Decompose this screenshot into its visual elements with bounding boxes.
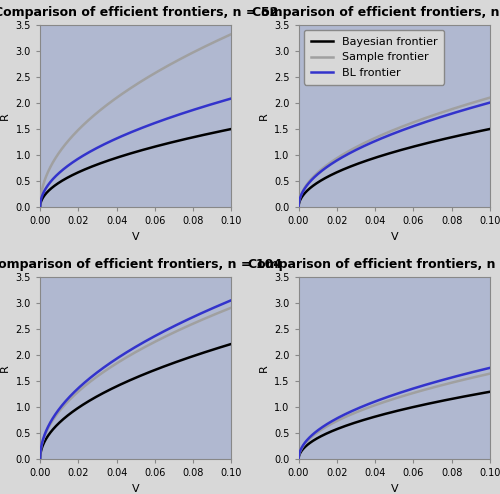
X-axis label: V: V: [132, 484, 140, 494]
Title: Comparison of efficient frontiers, n = 130: Comparison of efficient frontiers, n = 1…: [248, 258, 500, 271]
Title: Comparison of efficient frontiers, n = 52: Comparison of efficient frontiers, n = 5…: [0, 6, 278, 19]
Y-axis label: R: R: [258, 112, 268, 120]
Legend: Bayesian frontier, Sample frontier, BL frontier: Bayesian frontier, Sample frontier, BL f…: [304, 30, 444, 84]
Y-axis label: R: R: [0, 364, 10, 372]
Y-axis label: R: R: [0, 112, 10, 120]
X-axis label: V: V: [390, 484, 398, 494]
X-axis label: V: V: [390, 232, 398, 242]
Title: Comparison of efficient frontiers, n = 104: Comparison of efficient frontiers, n = 1…: [0, 258, 282, 271]
Title: Comparison of efficient frontiers, n = 78: Comparison of efficient frontiers, n = 7…: [252, 6, 500, 19]
Y-axis label: R: R: [258, 364, 268, 372]
X-axis label: V: V: [132, 232, 140, 242]
